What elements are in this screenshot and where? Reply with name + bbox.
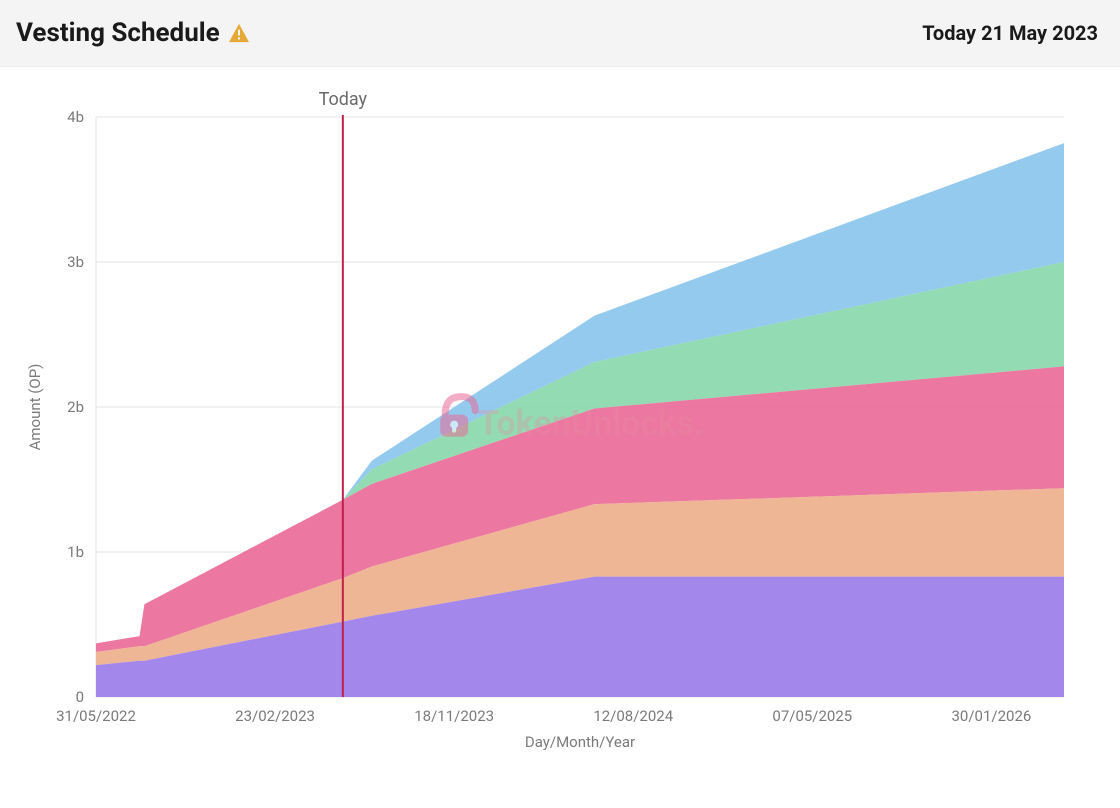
y-axis-title: Amount (OP) bbox=[26, 364, 44, 451]
chart-container: 0 1b 2b 3b 4b TokenUnlocks. Today 31/05/2022 23/… bbox=[0, 67, 1120, 807]
warning-icon bbox=[228, 23, 250, 43]
y-tick-label: 3b bbox=[67, 253, 84, 271]
x-tick-label: 30/01/2026 bbox=[951, 707, 1031, 725]
watermark: TokenUnlocks. bbox=[440, 397, 704, 444]
y-tick-label: 4b bbox=[67, 108, 84, 126]
page-title: Vesting Schedule bbox=[16, 18, 220, 48]
x-tick-label: 07/05/2025 bbox=[772, 707, 852, 725]
header: Vesting Schedule Today 21 May 2023 bbox=[0, 0, 1120, 67]
x-axis-title: Day/Month/Year bbox=[525, 733, 635, 751]
today-marker-label: Today bbox=[319, 89, 368, 110]
y-tick-label: 1b bbox=[67, 543, 84, 561]
x-tick-label: 23/02/2023 bbox=[235, 707, 315, 725]
y-tick-label: 2b bbox=[67, 398, 84, 416]
x-tick-label: 12/08/2024 bbox=[593, 707, 673, 725]
today-date-label: Today 21 May 2023 bbox=[922, 21, 1098, 45]
svg-text:TokenUnlocks.: TokenUnlocks. bbox=[478, 404, 704, 444]
y-tick-label: 0 bbox=[76, 688, 84, 706]
title-wrap: Vesting Schedule bbox=[16, 18, 250, 48]
x-tick-label: 18/11/2023 bbox=[414, 707, 494, 725]
x-tick-label: 31/05/2022 bbox=[56, 707, 136, 725]
vesting-chart: 0 1b 2b 3b 4b TokenUnlocks. Today 31/05/2022 23/… bbox=[14, 87, 1074, 787]
